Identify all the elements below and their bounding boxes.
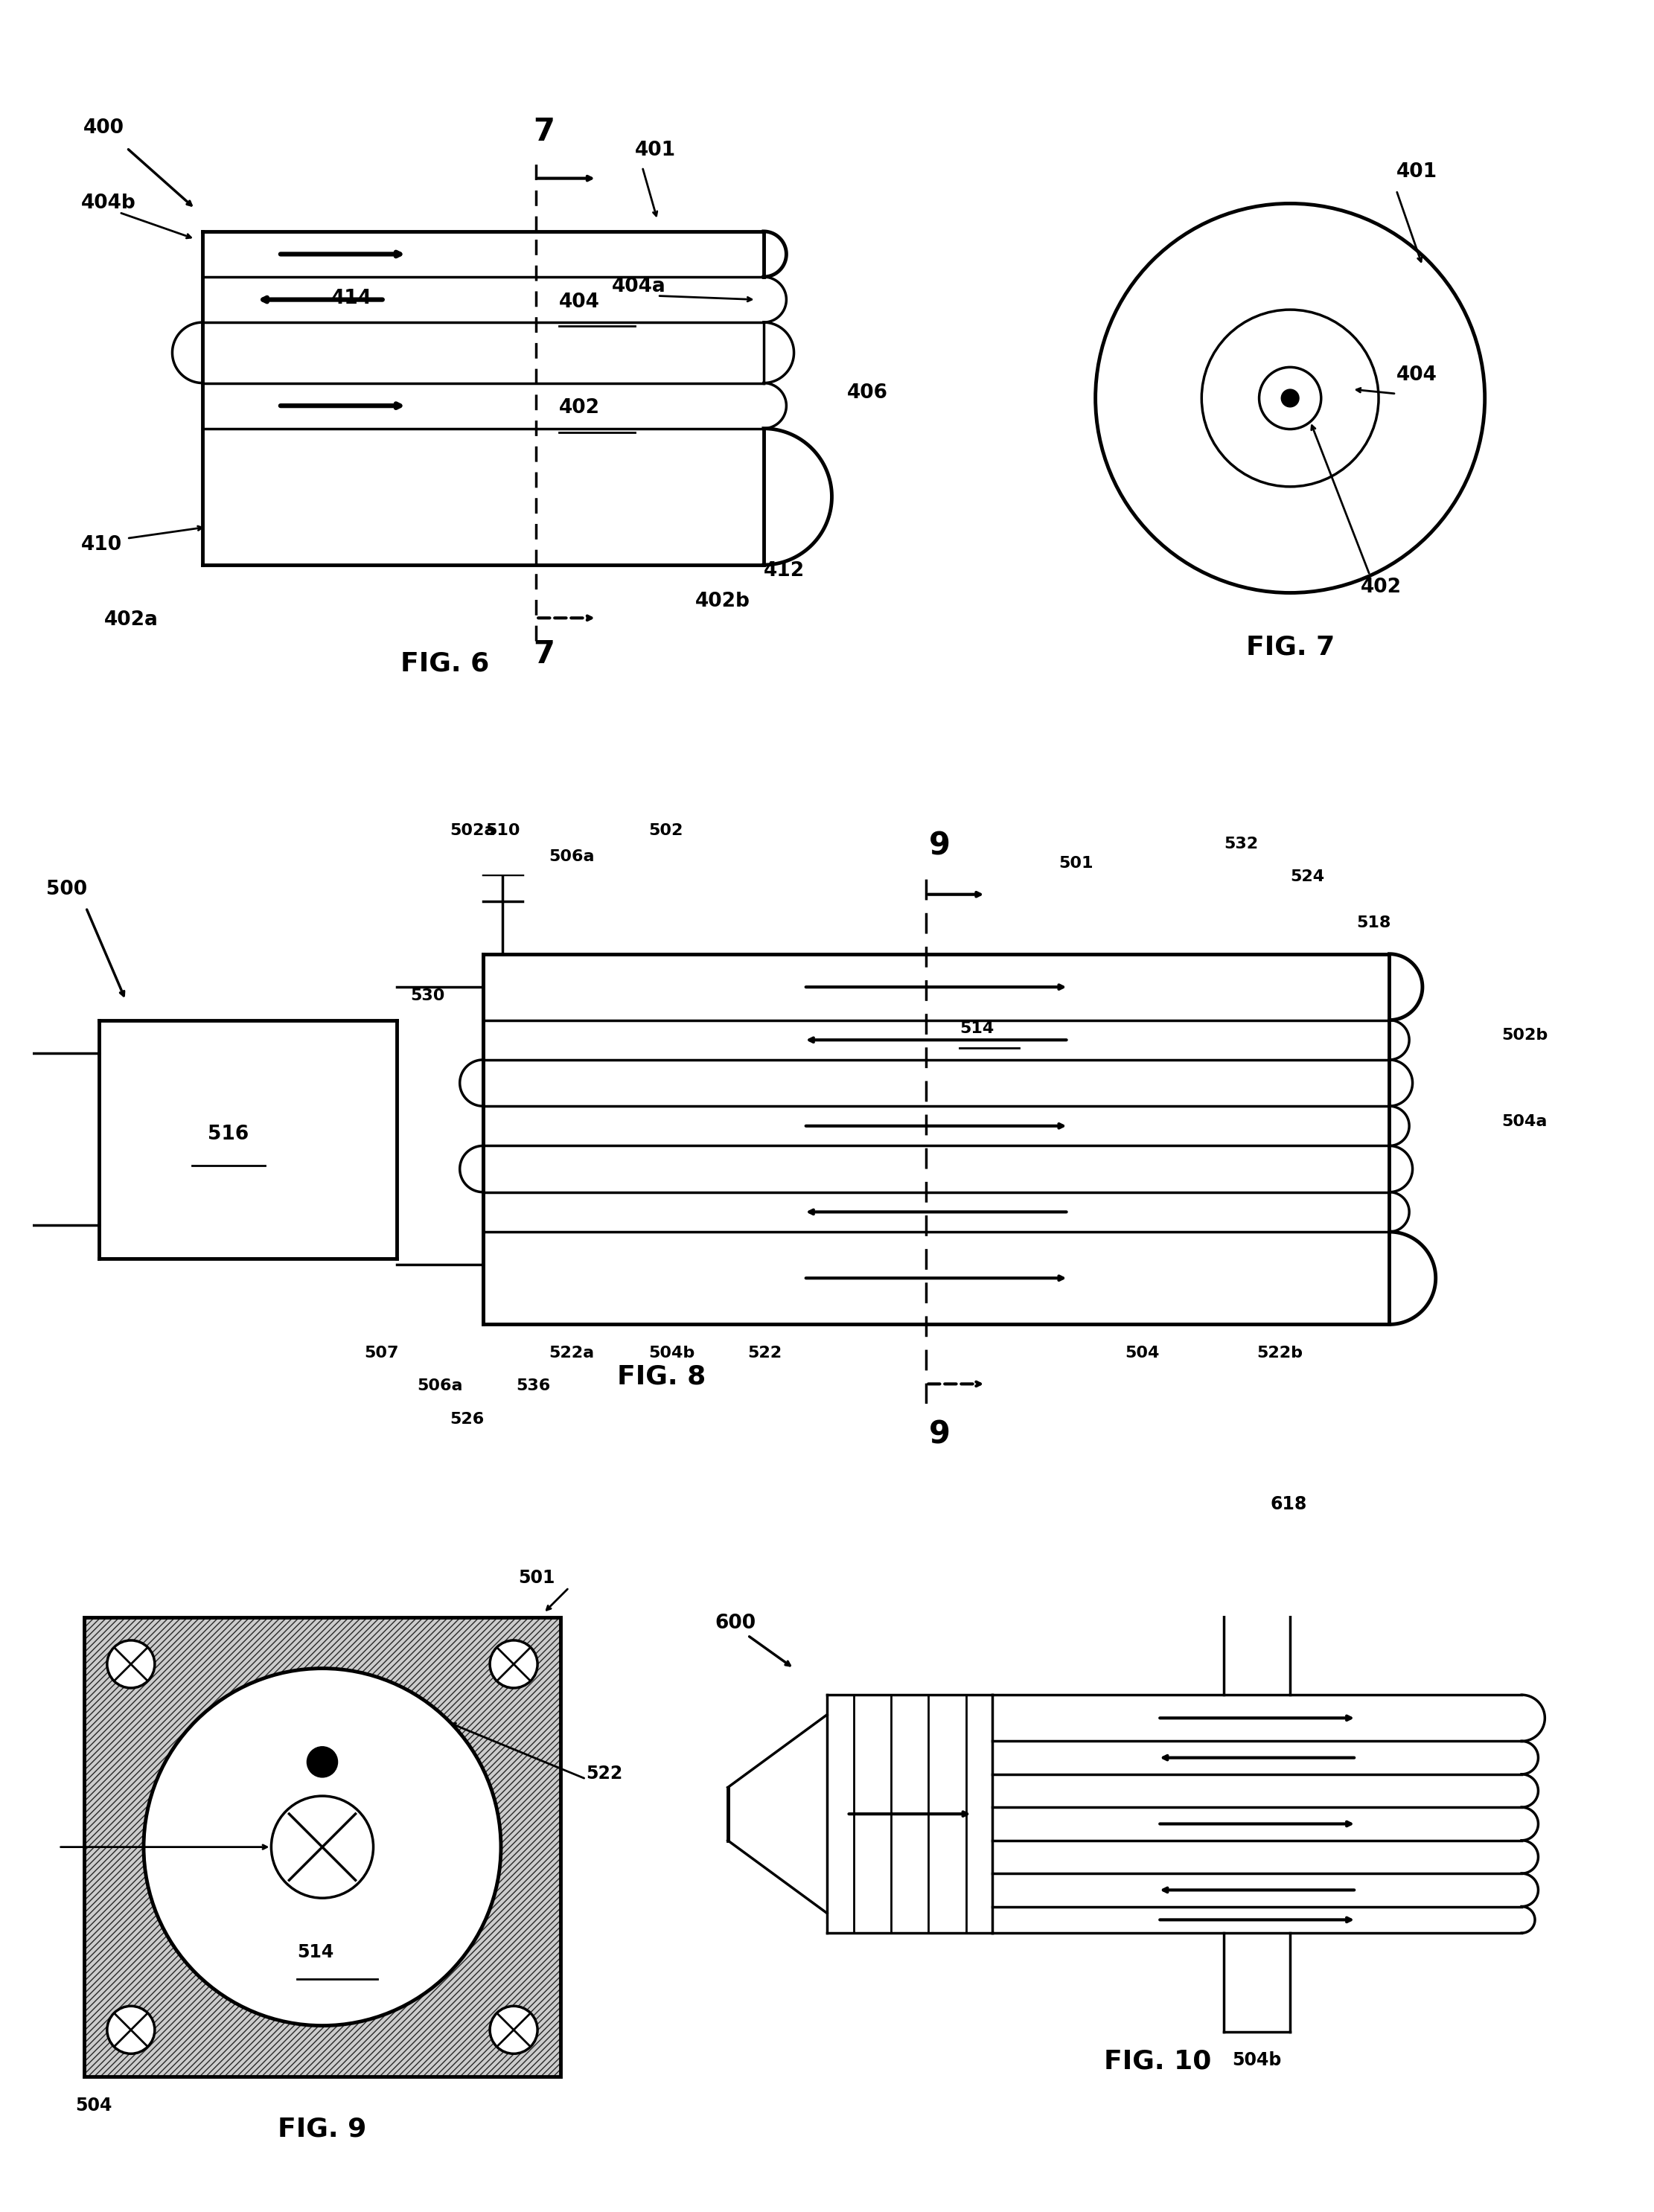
- Text: 402: 402: [1361, 577, 1403, 597]
- Text: 404b: 404b: [81, 195, 136, 212]
- Text: 406: 406: [847, 383, 888, 403]
- Text: 532: 532: [1224, 836, 1259, 852]
- Bar: [84, 1617, 561, 2077]
- Text: 502a: 502a: [450, 823, 496, 838]
- Text: 9: 9: [930, 1418, 949, 1451]
- Text: 514: 514: [959, 1022, 994, 1035]
- Text: 7: 7: [533, 639, 554, 670]
- Circle shape: [490, 2006, 538, 2053]
- Text: 401: 401: [635, 142, 676, 159]
- Circle shape: [108, 1641, 155, 1688]
- Text: FIG. 10: FIG. 10: [1105, 2048, 1211, 2075]
- Text: 401: 401: [1396, 161, 1437, 181]
- Circle shape: [1282, 389, 1298, 407]
- Text: FIG. 6: FIG. 6: [400, 650, 490, 677]
- Text: 404: 404: [1396, 365, 1437, 385]
- Text: 526: 526: [450, 1411, 485, 1427]
- Text: 404: 404: [559, 292, 600, 312]
- Text: 522: 522: [586, 1765, 622, 1783]
- Text: 502b: 502b: [1502, 1029, 1548, 1042]
- Text: 504a: 504a: [1502, 1115, 1548, 1128]
- Text: 414: 414: [331, 288, 372, 307]
- Text: 501: 501: [1059, 856, 1093, 872]
- Text: 504b: 504b: [648, 1345, 695, 1360]
- Bar: [84, 1617, 561, 2077]
- Text: 600: 600: [715, 1615, 756, 1632]
- Text: 530: 530: [410, 989, 445, 1004]
- Text: 522a: 522a: [549, 1345, 595, 1360]
- Text: 510: 510: [486, 823, 519, 838]
- Text: 402: 402: [559, 398, 600, 418]
- Circle shape: [271, 1796, 374, 1898]
- Text: 7: 7: [533, 115, 554, 148]
- Text: FIG. 7: FIG. 7: [1245, 635, 1335, 659]
- Text: 507: 507: [364, 1345, 399, 1360]
- Text: 502: 502: [648, 823, 683, 838]
- Text: 504b: 504b: [1232, 2051, 1282, 2068]
- Text: 506a: 506a: [549, 849, 595, 865]
- Text: 500: 500: [46, 880, 88, 898]
- Text: 504: 504: [76, 2097, 112, 2115]
- Circle shape: [108, 2006, 155, 2053]
- Circle shape: [308, 1747, 337, 1776]
- Text: 522: 522: [748, 1345, 782, 1360]
- Text: 618: 618: [1270, 1495, 1307, 1513]
- Text: 402a: 402a: [104, 611, 159, 630]
- Text: 410: 410: [81, 535, 122, 555]
- Text: 404a: 404a: [612, 276, 667, 296]
- Text: FIG. 8: FIG. 8: [617, 1365, 706, 1389]
- Text: 514: 514: [296, 1944, 334, 1962]
- Text: 504: 504: [1125, 1345, 1159, 1360]
- Text: 501: 501: [518, 1568, 554, 1586]
- Text: 518: 518: [1356, 916, 1391, 931]
- Circle shape: [490, 1641, 538, 1688]
- Text: 412: 412: [764, 562, 804, 582]
- Text: 400: 400: [84, 117, 124, 137]
- Text: 524: 524: [1290, 869, 1325, 885]
- Text: 402b: 402b: [695, 593, 751, 611]
- Text: 522b: 522b: [1257, 1345, 1303, 1360]
- Text: 506a: 506a: [417, 1378, 463, 1394]
- Text: 516: 516: [208, 1124, 248, 1144]
- Text: FIG. 9: FIG. 9: [278, 2117, 367, 2141]
- Text: 9: 9: [930, 830, 949, 860]
- Text: 536: 536: [516, 1378, 551, 1394]
- Circle shape: [144, 1668, 501, 2026]
